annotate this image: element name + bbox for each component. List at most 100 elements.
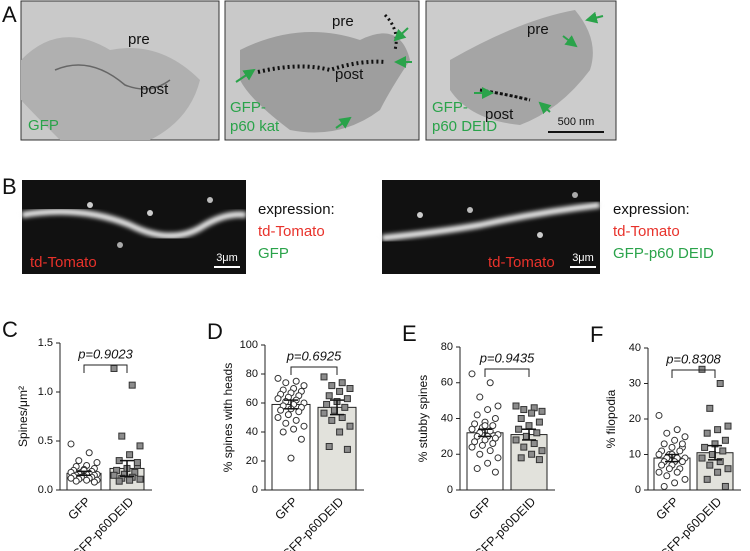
data-point (128, 381, 136, 389)
data-point (660, 440, 668, 448)
y-tick-label: 1.5 (38, 337, 53, 349)
data-point (292, 416, 300, 424)
data-point (681, 475, 689, 483)
data-point (486, 447, 494, 455)
y-tick-label: 80 (441, 341, 453, 353)
data-point (660, 482, 668, 490)
data-point (517, 454, 525, 462)
y-tick-label: 30 (629, 377, 641, 389)
pre-label: pre (128, 31, 150, 48)
y-tick-label: 1.0 (38, 386, 53, 398)
data-point (698, 454, 706, 462)
data-point (126, 476, 134, 484)
y-tick-label: 20 (441, 448, 453, 460)
data-point (714, 468, 722, 476)
data-point (703, 429, 711, 437)
y-tick-label: 0.5 (38, 435, 53, 447)
data-point (85, 449, 93, 457)
em-image (425, 0, 617, 141)
data-point (67, 440, 75, 448)
data-point (530, 440, 538, 448)
data-point (484, 459, 492, 467)
data-point (701, 443, 709, 451)
image-label: td-Tomato (488, 254, 555, 271)
y-tick-label: 40 (246, 426, 258, 438)
data-point (133, 459, 141, 467)
data-point (517, 415, 525, 422)
data-point (655, 468, 663, 476)
y-tick-label: 0.0 (38, 484, 53, 496)
p-value: p=0.6925 (286, 348, 342, 363)
data-point (468, 425, 476, 433)
data-point (512, 402, 520, 410)
panel-label: E (402, 321, 417, 346)
data-point (83, 476, 91, 484)
data-point (341, 403, 349, 411)
data-point (471, 438, 479, 446)
data-point (473, 465, 481, 473)
pre-label: pre (527, 21, 549, 38)
data-point (663, 429, 671, 437)
em-image (224, 0, 420, 141)
x-tick-label: GFP (466, 495, 494, 523)
x-tick-label: GFP (272, 495, 300, 523)
panel-label: D (207, 319, 223, 344)
data-point (484, 406, 492, 414)
data-point (110, 364, 118, 372)
scale-label: 500 nm (558, 116, 595, 128)
data-point (287, 454, 295, 462)
data-point (515, 425, 523, 433)
data-point (663, 472, 671, 480)
data-point (282, 379, 290, 387)
data-point (292, 377, 300, 385)
caption: p60 DEID (432, 118, 497, 135)
data-point (678, 458, 686, 466)
y-axis-label: Spines/μm² (16, 386, 30, 447)
fluorescence-image (21, 180, 247, 274)
x-tick-label: GFP (653, 495, 681, 523)
data-point (525, 422, 533, 430)
data-point (126, 451, 134, 459)
data-point (328, 416, 336, 424)
y-tick-label: 0 (635, 484, 641, 496)
data-point (533, 429, 541, 437)
image-label: td-Tomato (30, 254, 97, 271)
y-tick-label: 60 (246, 397, 258, 409)
data-point (290, 425, 298, 433)
data-point (136, 442, 144, 450)
post-label: post (140, 81, 169, 98)
panel-label: C (2, 317, 18, 342)
data-point (468, 443, 476, 451)
data-point (93, 459, 101, 467)
data-point (297, 435, 305, 443)
data-point (486, 379, 494, 387)
legend-item: td-Tomato (258, 223, 325, 240)
y-axis-label: % spines with heads (221, 363, 235, 472)
panel-label: F (590, 322, 603, 347)
panel-label: B (2, 174, 17, 199)
data-point (655, 451, 663, 458)
data-point (481, 422, 489, 430)
data-point (136, 475, 144, 483)
data-point (538, 407, 546, 415)
y-tick-label: 60 (441, 377, 453, 389)
data-point (118, 432, 126, 440)
data-point (295, 408, 303, 416)
caption: GFP- (230, 99, 266, 116)
data-point (721, 436, 729, 444)
data-point (703, 475, 711, 483)
y-axis-label: % filopodia (604, 389, 618, 448)
x-tick-label: GFP (65, 495, 93, 523)
significance-bracket (83, 364, 128, 373)
data-point (325, 392, 333, 400)
data-point (320, 373, 328, 381)
data-point (336, 387, 344, 395)
data-point (478, 441, 486, 449)
data-point (338, 379, 346, 387)
scale-label: 3μm (572, 252, 594, 264)
y-tick-label: 0 (447, 484, 453, 496)
data-point (336, 428, 344, 436)
data-point (274, 374, 282, 382)
data-point (90, 478, 98, 486)
data-point (346, 385, 354, 392)
